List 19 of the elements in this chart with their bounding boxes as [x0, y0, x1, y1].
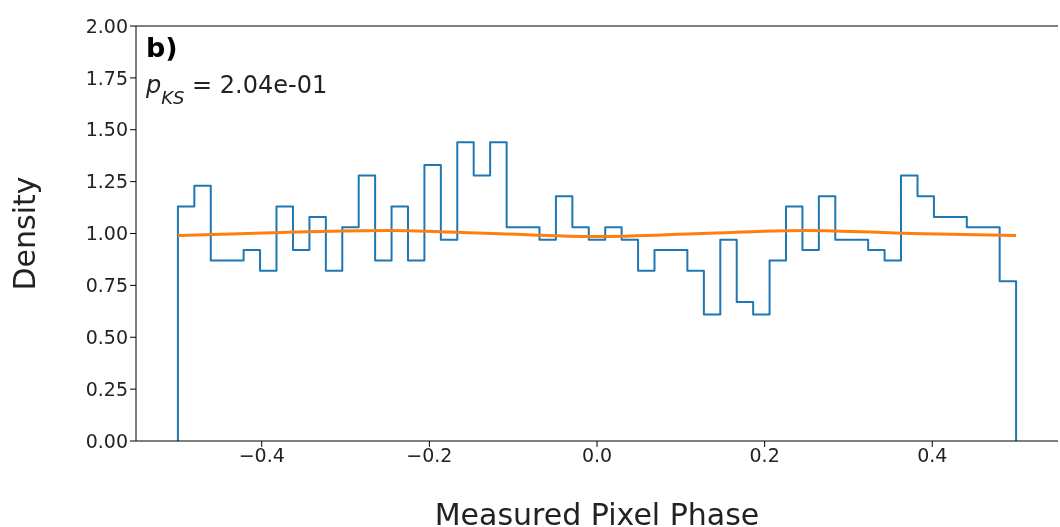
x-axis-title: Measured Pixel Phase [434, 497, 760, 527]
y-tick-label: 0.50 [85, 325, 128, 348]
y-tick-label: 1.50 [85, 118, 128, 141]
y-tick-label: 1.25 [85, 170, 128, 193]
annotation: b) [146, 32, 178, 63]
annotation: p$_{KS}$ = 2.04e-01 [145, 71, 328, 108]
y-tick-label: 1.75 [85, 66, 128, 89]
x-tick-label: −0.4 [238, 444, 285, 467]
y-tick-label: 0.00 [85, 429, 128, 452]
x-tick-label: −0.2 [406, 444, 453, 467]
y-tick-label: 2.00 [85, 14, 128, 37]
y-tick-label: 0.25 [85, 377, 128, 400]
y-tick-label: 1.00 [85, 222, 128, 245]
x-tick-label: 0.0 [581, 444, 613, 467]
y-tick-label: 0.75 [85, 274, 128, 297]
x-tick-label: 0.4 [917, 444, 948, 467]
x-tick-label: 0.2 [749, 444, 780, 467]
y-axis-title: Density [6, 176, 42, 291]
line-series [176, 228, 1018, 239]
